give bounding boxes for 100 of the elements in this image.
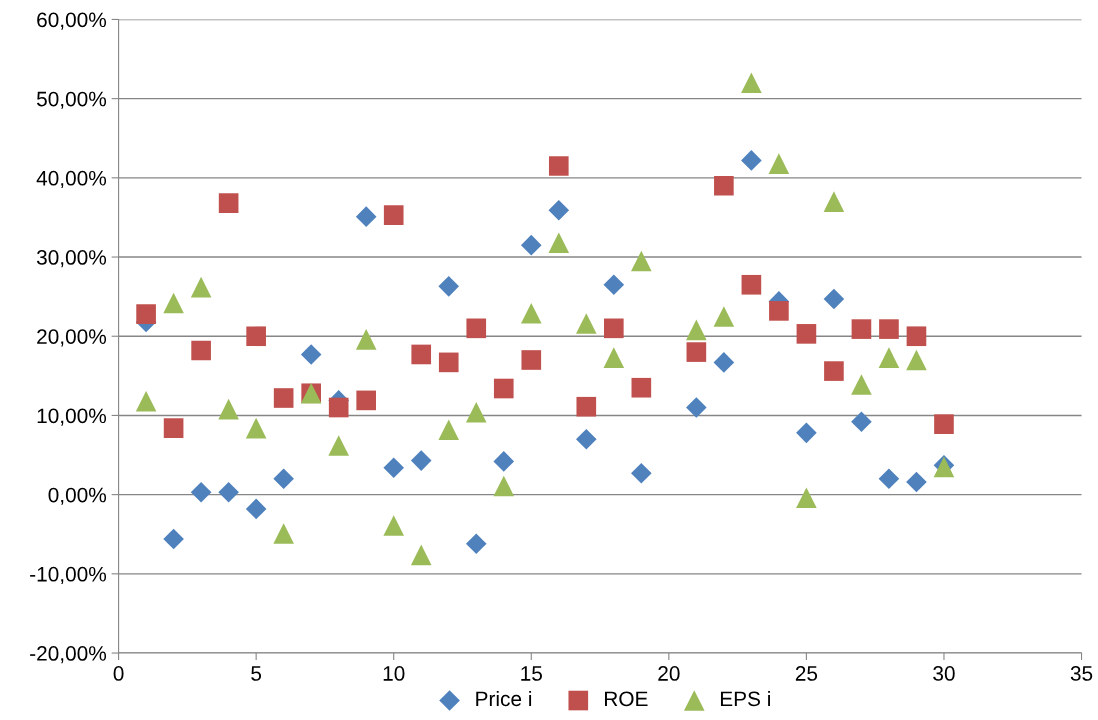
- point: [163, 292, 184, 314]
- point: [934, 414, 954, 434]
- legend-label: EPS i: [720, 690, 770, 707]
- x-tick-label: 30: [933, 666, 955, 681]
- y-tick-label: -20,00%: [30, 646, 107, 664]
- point: [878, 468, 900, 490]
- point: [273, 468, 294, 490]
- y-tick-label: 50,00%: [36, 91, 107, 109]
- y-tick-label: 30,00%: [36, 250, 107, 268]
- y-tick-label: 10,00%: [37, 408, 107, 426]
- x-tick-label: 0: [113, 666, 124, 681]
- y-tick-label: 0,00%: [48, 487, 107, 505]
- point: [383, 205, 404, 225]
- point: [218, 481, 239, 503]
- point: [548, 232, 570, 254]
- point: [521, 350, 542, 370]
- y-tick-label: -10,00%: [30, 566, 107, 585]
- point: [356, 390, 377, 411]
- point: [328, 435, 349, 456]
- point: [190, 481, 212, 503]
- point: [769, 301, 789, 321]
- point: [383, 457, 405, 479]
- point: [245, 498, 267, 520]
- x-tick-label: 35: [1070, 666, 1093, 681]
- point: [686, 397, 707, 418]
- point: [493, 378, 514, 399]
- point: [163, 528, 184, 550]
- point: [768, 153, 790, 174]
- point: [906, 326, 927, 347]
- x-tick-label: 15: [521, 666, 542, 681]
- point: [465, 401, 487, 423]
- point: [686, 319, 707, 341]
- point: [603, 274, 625, 296]
- point: [135, 390, 157, 412]
- point: [851, 374, 872, 395]
- legend-label: Price i: [476, 690, 532, 707]
- point: [466, 318, 487, 339]
- point: [273, 523, 294, 544]
- point: [576, 396, 597, 417]
- point: [603, 347, 625, 368]
- point: [355, 329, 377, 350]
- point: [741, 72, 762, 94]
- point: [906, 471, 927, 493]
- point: [383, 515, 405, 536]
- point: [246, 326, 266, 347]
- legend-label: ROE: [605, 691, 648, 707]
- point: [163, 418, 184, 438]
- point: [493, 451, 515, 472]
- point: [438, 276, 460, 297]
- point: [851, 319, 872, 339]
- point: [520, 302, 542, 324]
- point: [273, 388, 294, 408]
- point: [548, 156, 569, 176]
- point: [851, 411, 872, 433]
- point: [245, 417, 267, 439]
- point: [741, 274, 762, 295]
- point: [741, 150, 762, 171]
- point: [548, 200, 570, 221]
- point: [218, 398, 239, 420]
- point: [823, 288, 845, 310]
- x-tick-label: 25: [795, 666, 818, 681]
- point: [631, 250, 652, 272]
- point: [603, 318, 624, 339]
- point: [631, 462, 652, 484]
- point: [410, 450, 432, 471]
- point: [713, 306, 735, 327]
- point: [906, 349, 927, 371]
- point: [631, 377, 652, 398]
- point: [493, 475, 515, 497]
- y-tick-label: 60,00%: [37, 12, 107, 30]
- point: [824, 361, 844, 381]
- point: [823, 191, 845, 212]
- point: [796, 324, 817, 344]
- x-tick-label: 20: [658, 666, 680, 681]
- point: [218, 193, 239, 213]
- point: [879, 319, 899, 339]
- point: [576, 428, 597, 450]
- point: [190, 276, 212, 298]
- point: [410, 544, 432, 566]
- point: [520, 234, 542, 256]
- point: [796, 487, 817, 509]
- point: [465, 533, 487, 555]
- point: [714, 175, 734, 196]
- point: [713, 352, 735, 373]
- point: [355, 206, 377, 227]
- y-tick-label: 40,00%: [36, 170, 107, 189]
- point: [136, 304, 156, 324]
- point: [438, 419, 460, 440]
- x-tick-label: 10: [383, 666, 405, 681]
- point: [411, 344, 432, 365]
- point: [438, 352, 459, 373]
- point: [300, 344, 322, 365]
- point: [796, 422, 817, 444]
- y-tick-label: 20,00%: [37, 329, 107, 347]
- point: [878, 347, 900, 368]
- x-tick-label: 5: [251, 666, 262, 681]
- point: [686, 342, 707, 362]
- point: [576, 313, 597, 334]
- point: [328, 397, 349, 418]
- point: [191, 340, 211, 361]
